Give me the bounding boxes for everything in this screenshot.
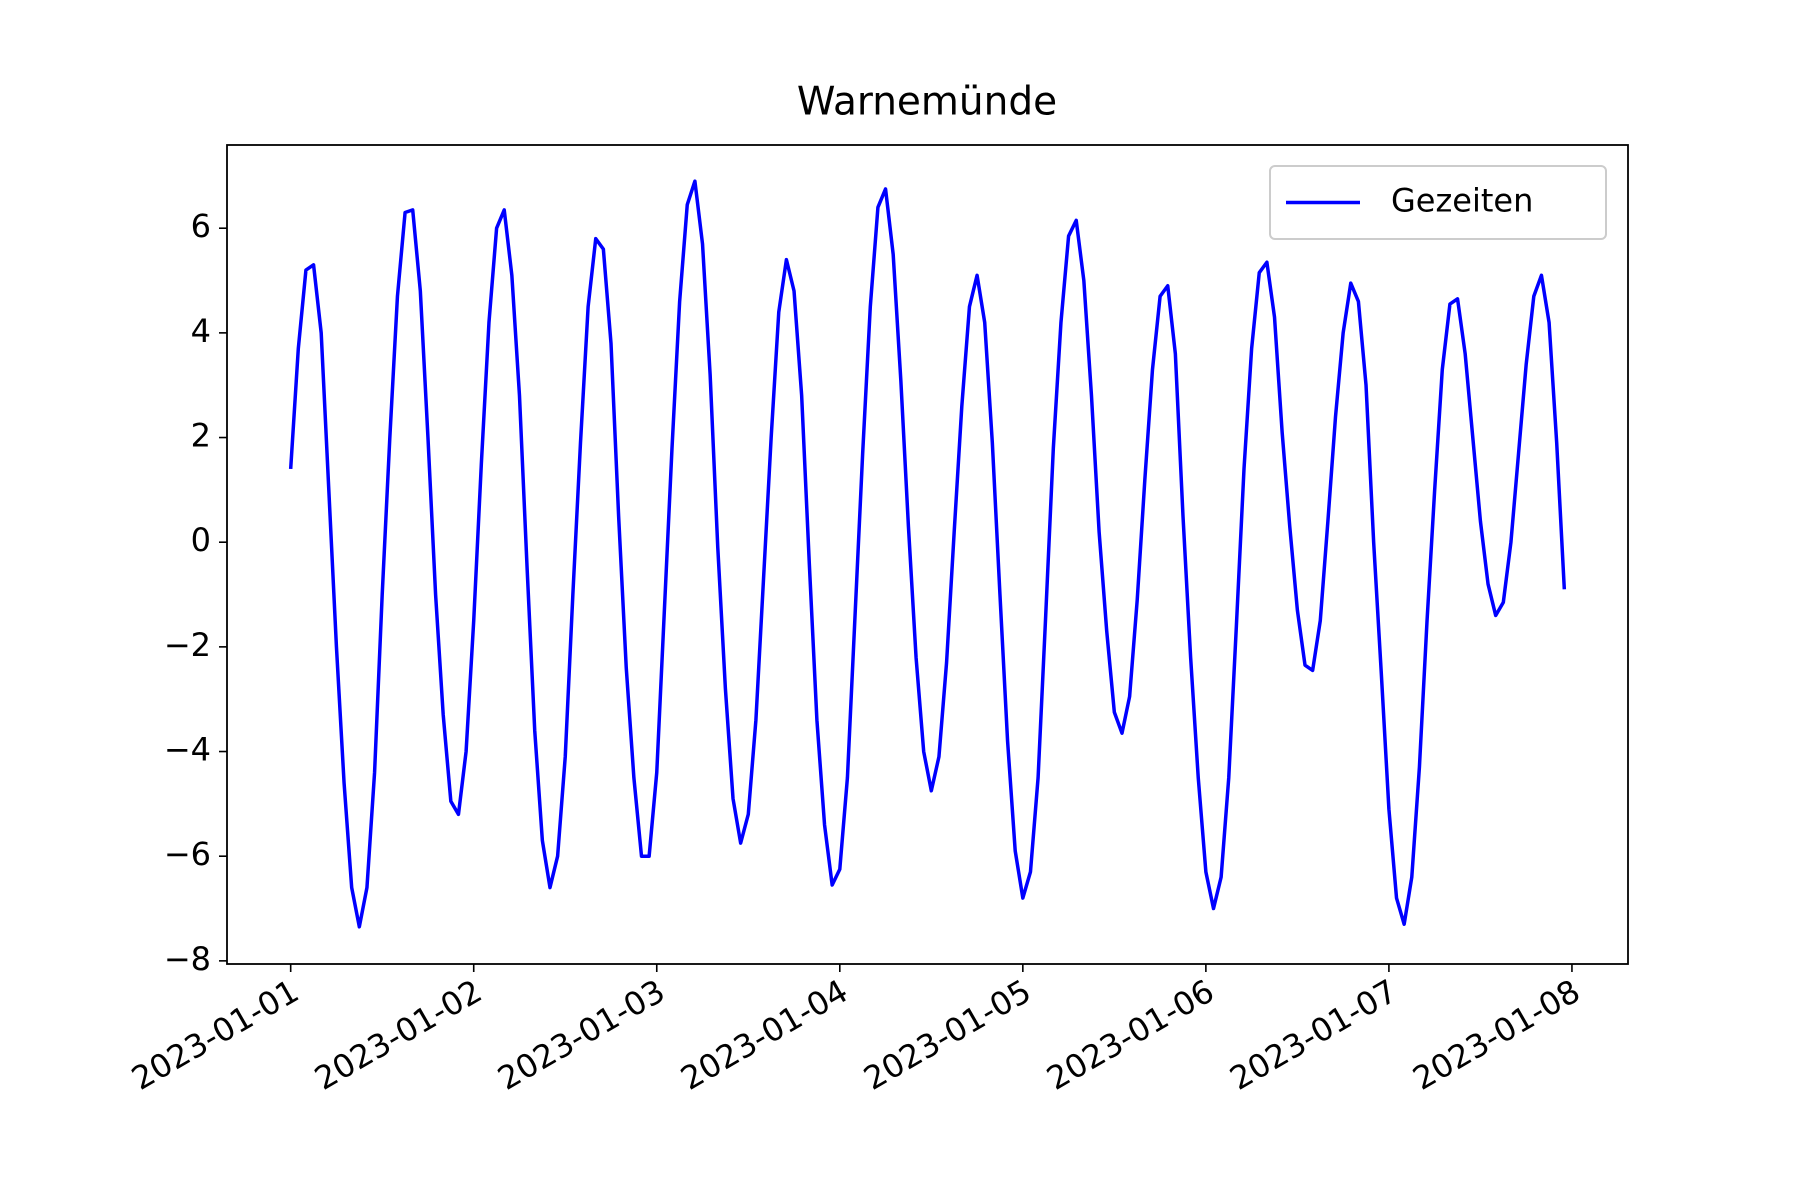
y-tick-label: −6 [164,835,211,873]
y-tick-label: 2 [191,417,211,455]
legend-label: Gezeiten [1391,182,1533,220]
chart-title: Warnemünde [797,80,1057,125]
y-tick-label: 0 [191,521,211,559]
y-tick-label: 4 [191,312,211,350]
plot-frame [226,144,1629,965]
data-line [288,179,1567,929]
y-tick-label: −2 [164,626,211,664]
y-tick-label: −8 [164,940,211,978]
legend-box [1269,165,1607,240]
y-tick-label: −4 [164,731,211,769]
y-tick-label: 6 [191,207,211,245]
